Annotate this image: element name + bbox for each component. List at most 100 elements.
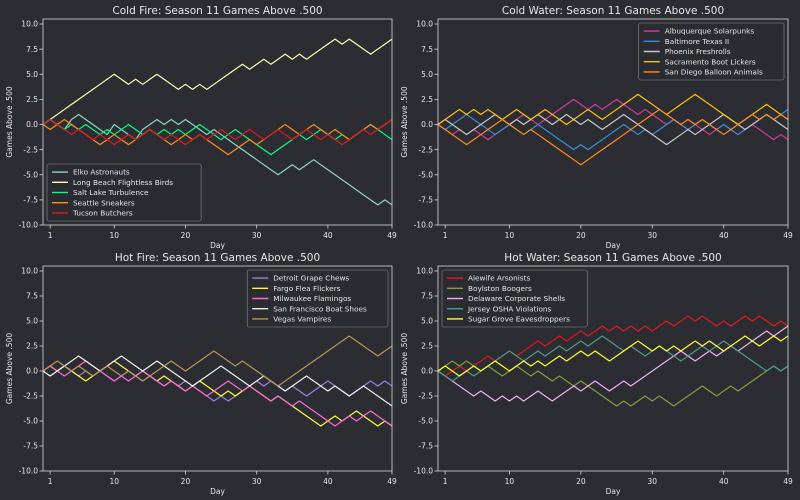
x-tick-label: 20 [576, 477, 586, 486]
y-tick-label: 10.0 [21, 20, 38, 29]
legend-label: Boylston Boogers [468, 284, 532, 293]
x-axis-label: Day [606, 487, 621, 496]
legend-label: Sacramento Boot Lickers [665, 57, 756, 66]
y-tick-label: 0.0 [421, 367, 433, 376]
y-tick-label: -10.0 [19, 467, 39, 476]
plot-frame [42, 18, 393, 226]
chart-title: Cold Fire: Season 11 Games Above .500 [112, 5, 322, 17]
y-tick-label: 2.5 [421, 95, 433, 104]
legend-label: San Francisco Boat Shoes [273, 304, 367, 313]
y-tick-label: 7.5 [26, 45, 38, 54]
legend-label: Fargo Flea Flickers [273, 284, 341, 293]
x-tick-label: 20 [181, 231, 191, 240]
y-tick-label: -7.5 [418, 442, 433, 451]
legend-label: Albuquerque Solarpunks [665, 27, 755, 36]
series-line [42, 118, 393, 156]
x-axis-label: Day [210, 487, 225, 496]
series-line [437, 113, 789, 146]
x-tick-label: 49 [387, 477, 397, 486]
legend-box [638, 22, 785, 81]
y-tick-label: -10.0 [19, 221, 39, 230]
x-tick-label: 30 [252, 477, 262, 486]
y-tick-label: -2.5 [23, 392, 38, 401]
y-tick-label: 5.0 [421, 317, 433, 326]
series-line [42, 360, 393, 427]
legend-label: Sugar Grove Eavesdroppers [468, 315, 570, 324]
y-tick-label: 0.0 [421, 120, 433, 129]
y-tick-label: -5.0 [418, 170, 433, 179]
series-line [437, 98, 789, 141]
legend-box [46, 163, 202, 222]
legend-label: Salt Lake Turbulence [73, 188, 149, 197]
x-tick-label: 49 [387, 231, 397, 240]
x-tick-label: 10 [505, 477, 515, 486]
x-tick-label: 40 [719, 231, 729, 240]
y-tick-label: -7.5 [418, 196, 433, 205]
series-line [42, 335, 393, 387]
series-line [437, 108, 789, 151]
x-tick-label: 1 [48, 231, 53, 240]
plot-frame [437, 265, 789, 472]
legend-label: Elko Astronauts [73, 168, 130, 177]
x-tick-label: 30 [648, 477, 658, 486]
legend-label: Milwaukee Flamingos [273, 294, 351, 303]
y-tick-label: 7.5 [421, 292, 433, 301]
y-tick-label: -10.0 [414, 467, 434, 476]
y-axis-label: Games Above .500 [400, 333, 409, 404]
x-tick-label: 40 [323, 231, 333, 240]
series-line [437, 108, 789, 166]
y-tick-label: 10.0 [416, 267, 433, 276]
y-tick-label: -7.5 [23, 442, 38, 451]
series-line [437, 93, 789, 126]
y-tick-label: 10.0 [416, 20, 433, 29]
y-tick-label: 7.5 [26, 292, 38, 301]
y-tick-label: -2.5 [418, 145, 433, 154]
series-line [42, 365, 393, 402]
legend-label: Alewife Arsonists [468, 274, 530, 283]
y-tick-label: 10.0 [21, 267, 38, 276]
x-tick-label: 40 [323, 477, 333, 486]
x-tick-label: 1 [443, 231, 448, 240]
legend-label: Long Beach Flightless Birds [73, 178, 173, 187]
y-tick-label: 2.5 [26, 342, 38, 351]
y-tick-label: 5.0 [26, 70, 38, 79]
legend-box [441, 269, 588, 328]
y-tick-label: -2.5 [418, 392, 433, 401]
x-tick-label: 20 [181, 477, 191, 486]
chart-title: Hot Water: Season 11 Games Above .500 [504, 252, 721, 264]
y-tick-label: 2.5 [26, 95, 38, 104]
y-tick-label: -10.0 [414, 221, 434, 230]
x-tick-label: 10 [109, 231, 119, 240]
series-line [437, 335, 789, 382]
x-tick-label: 10 [109, 477, 119, 486]
legend-box [246, 269, 389, 328]
legend-label: Phoenix Freshrolls [665, 47, 731, 56]
y-axis-label: Games Above .500 [5, 86, 14, 157]
legend-label: Tucson Butchers [72, 209, 133, 218]
legend-label: Seattle Sneakers [73, 198, 135, 207]
x-tick-label: 20 [576, 231, 586, 240]
chart-panel: Hot Fire: Season 11 Games Above .500 1 10 2… [5, 252, 397, 496]
y-tick-label: 5.0 [421, 70, 433, 79]
plot-frame [42, 265, 393, 472]
legend-label: Detroit Grape Chews [273, 274, 349, 283]
y-axis-label: Games Above .500 [400, 86, 409, 157]
x-axis-label: Day [210, 241, 225, 250]
x-tick-label: 1 [48, 477, 53, 486]
series-line [42, 360, 393, 427]
series-line [437, 360, 789, 407]
chart-panel: Hot Water: Season 11 Games Above .500 1 10… [400, 252, 793, 496]
y-tick-label: 7.5 [421, 45, 433, 54]
legend-label: San Diego Balloon Animals [665, 68, 763, 77]
series-line [42, 38, 393, 126]
x-axis-label: Day [606, 241, 621, 250]
legend-label: Jersey OSHA Violations [467, 304, 552, 313]
y-tick-label: 2.5 [421, 342, 433, 351]
x-tick-label: 10 [505, 231, 515, 240]
series-line [42, 118, 393, 156]
